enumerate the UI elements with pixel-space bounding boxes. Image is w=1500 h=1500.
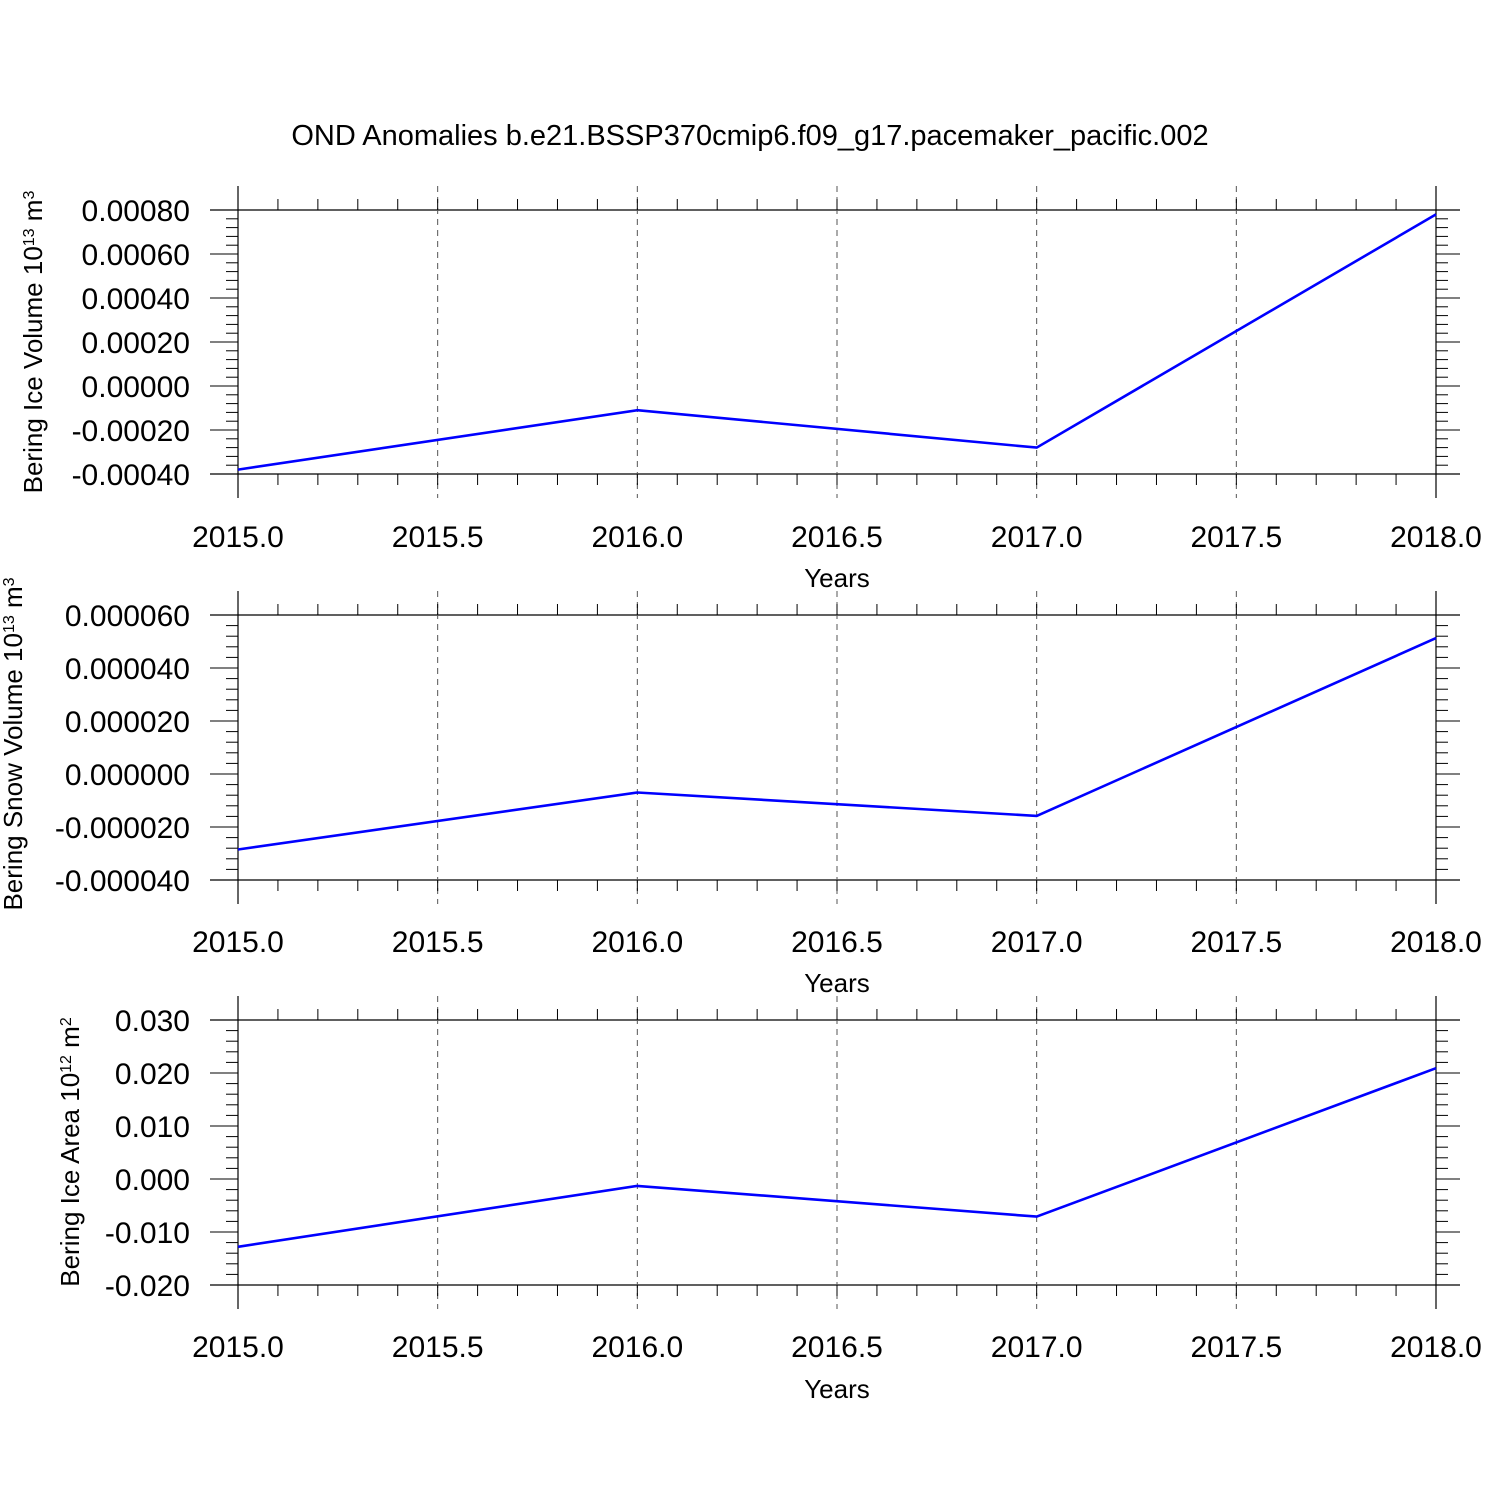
y-tick-label: -0.010: [105, 1217, 190, 1250]
figure-title: OND Anomalies b.e21.BSSP370cmip6.f09_g17…: [291, 120, 1209, 152]
y-axis-label: Bering Snow Volume 1013 m3: [0, 577, 28, 910]
x-tick-label: 2015.0: [192, 1331, 284, 1364]
y-axis-label: Bering Ice Volume 1013 m3: [18, 191, 48, 494]
y-axis-label: Bering Ice Area 1012 m2: [55, 1017, 85, 1287]
y-tick-label: 0.00040: [82, 283, 190, 316]
series-line: [237, 1066, 1437, 1249]
y-tick-label: -0.00020: [72, 415, 190, 448]
y-tick-label: 0.000040: [65, 653, 190, 686]
x-tick-label: 2015.5: [392, 1331, 484, 1364]
y-tick-label: 0.00000: [82, 371, 190, 404]
y-tick-label: 0.000: [115, 1164, 190, 1197]
series-line: [237, 636, 1437, 851]
x-tick-label: 2017.0: [991, 1331, 1083, 1364]
x-axis-label: Years: [804, 1374, 870, 1404]
y-tick-label: 0.00080: [82, 195, 190, 228]
y-tick-label: -0.020: [105, 1270, 190, 1303]
x-tick-label: 2017.5: [1190, 521, 1282, 554]
x-tick-label: 2017.5: [1190, 926, 1282, 959]
x-tick-label: 2016.0: [591, 1331, 683, 1364]
x-tick-label: 2016.5: [791, 926, 883, 959]
x-tick-label: 2015.0: [192, 926, 284, 959]
y-tick-label: 0.010: [115, 1111, 190, 1144]
x-axis-label: Years: [804, 968, 870, 998]
y-tick-label: 0.020: [115, 1058, 190, 1091]
x-tick-label: 2018.0: [1390, 926, 1482, 959]
y-tick-label: 0.00060: [82, 239, 190, 272]
x-axis-label: Years: [804, 563, 870, 593]
y-tick-label: -0.00040: [72, 459, 190, 492]
y-tick-label: 0.000020: [65, 706, 190, 739]
y-tick-label: 0.000000: [65, 759, 190, 792]
chart-panel-2: 2015.0 2015.5 2016.0 2016.5 2017.0 2017.5 2018…: [0, 577, 1482, 998]
x-tick-label: 2017.0: [991, 521, 1083, 554]
y-tick-label: 0.000060: [65, 600, 190, 633]
x-tick-label: 2017.0: [991, 926, 1083, 959]
chart-panel-1: 2015.0 2015.5 2016.0 2016.5 2017.0 2017.5 2018…: [18, 186, 1482, 593]
y-tick-label: -0.000020: [55, 812, 190, 845]
y-tick-label: 0.00020: [82, 327, 190, 360]
x-tick-label: 2016.0: [591, 926, 683, 959]
x-tick-label: 2015.5: [392, 926, 484, 959]
series-line: [237, 213, 1437, 471]
x-tick-label: 2016.0: [591, 521, 683, 554]
y-tick-label: -0.000040: [55, 865, 190, 898]
x-tick-label: 2016.5: [791, 1331, 883, 1364]
x-tick-label: 2016.5: [791, 521, 883, 554]
x-tick-label: 2017.5: [1190, 1331, 1282, 1364]
x-tick-label: 2015.0: [192, 521, 284, 554]
x-tick-label: 2018.0: [1390, 1331, 1482, 1364]
y-tick-label: 0.030: [115, 1005, 190, 1038]
chart-panel-3: 2015.0 2015.5 2016.0 2016.5 2017.0 2017.5 2018…: [55, 996, 1482, 1404]
x-tick-label: 2015.5: [392, 521, 484, 554]
x-tick-label: 2018.0: [1390, 521, 1482, 554]
